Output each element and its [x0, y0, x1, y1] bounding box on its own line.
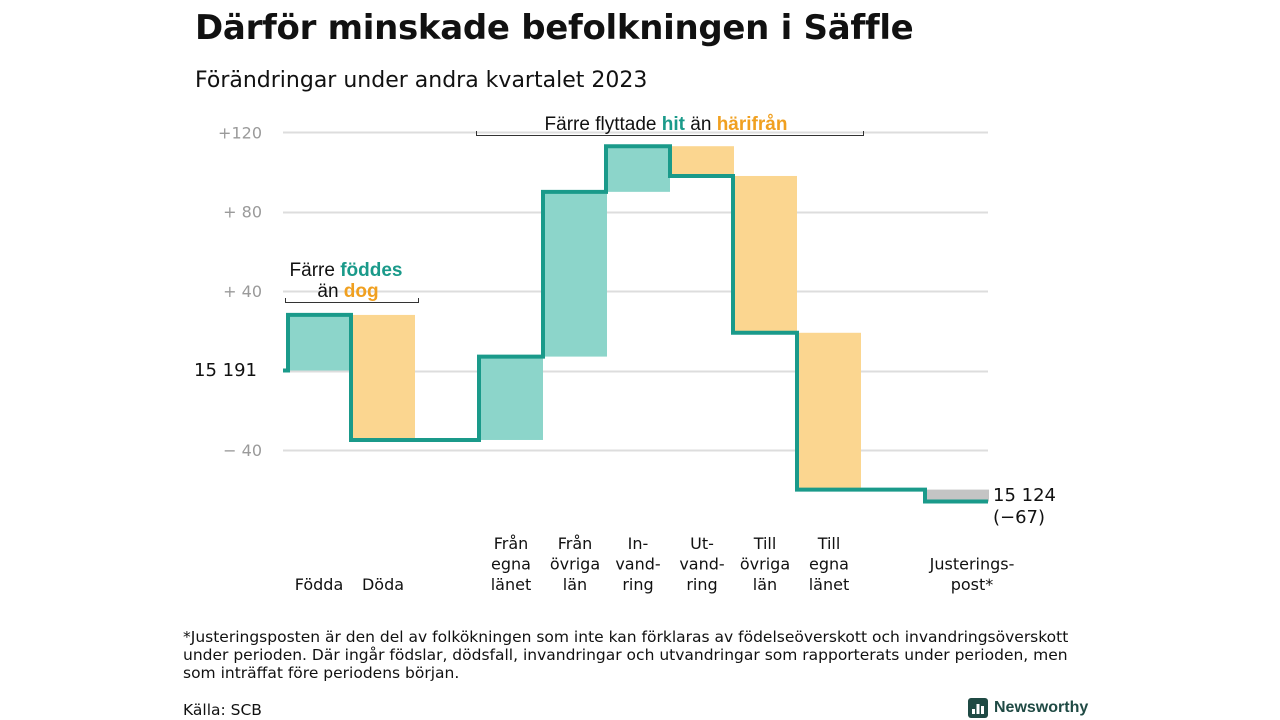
bar-till-egna-lanet — [797, 332, 861, 490]
annotation-deaths-text: än — [317, 281, 343, 302]
newsworthy-logo: Newsworthy — [968, 696, 1088, 720]
newsworthy-logo-icon — [968, 698, 988, 718]
annotation-migration-hit: hit — [662, 114, 686, 135]
annotation-births-text: Färre — [290, 260, 341, 281]
category-label-line: Justerings- — [929, 555, 1015, 574]
category-label-line: Till — [753, 534, 777, 553]
category-label-line: Ut- — [690, 534, 714, 553]
annotation-migration-mid: än — [685, 114, 717, 135]
bars — [288, 146, 989, 502]
annotation-births-deaths: Färre föddes än dog — [285, 260, 419, 303]
chart-title: Därför minskade befolkningen i Säffle — [195, 8, 914, 48]
y-tick-label: + 40 — [223, 282, 262, 301]
y-tick-label: +120 — [218, 123, 262, 142]
bar-till-ovriga-lan — [733, 175, 797, 333]
category-label-line: ring — [622, 575, 653, 594]
bar-invandring — [606, 146, 670, 192]
category-label-line: Döda — [362, 575, 404, 594]
bar-fran-egna-lanet — [479, 356, 543, 440]
category-label-line: Födda — [295, 575, 344, 594]
category-label-invandring: In-vand-ring — [615, 534, 660, 594]
annotation-deaths-highlight: dog — [344, 281, 379, 302]
annotation-births-highlight: föddes — [340, 260, 402, 281]
category-label-till-egna-lanet: Till egna länet — [809, 534, 850, 594]
category-label-line: vand- — [615, 555, 660, 574]
category-label-till-ovriga-lan: Till övriga län — [740, 534, 790, 594]
cumulative-step-line — [283, 144, 988, 504]
footnote: *Justeringsposten är den del av folkökni… — [183, 628, 1069, 682]
annotation-migration-line1: Färre flyttade hit än härifrån — [545, 114, 788, 135]
annotation-births-line2: än dog — [317, 281, 378, 302]
annotation-migration: Färre flyttade hit än härifrån — [476, 114, 864, 136]
y-tick-label: − 40 — [223, 441, 262, 460]
category-label-line: länet — [491, 575, 532, 594]
category-label-line: län — [753, 575, 777, 594]
annotation-births-line1: Färre föddes — [290, 260, 403, 281]
bar-doda — [351, 314, 415, 440]
category-label-line: län — [563, 575, 587, 594]
category-label-line: In- — [628, 534, 649, 553]
category-label-line: övriga — [740, 555, 790, 574]
category-label-fran-egna-lanet: Från egna länet — [491, 534, 532, 594]
y-tick-label: + 80 — [223, 203, 262, 222]
category-label-line: vand- — [679, 555, 724, 574]
category-label-line: Från — [494, 534, 529, 553]
bar-fran-ovriga-lan — [543, 191, 607, 357]
bar-fodda — [288, 314, 352, 371]
category-label-line: post* — [951, 575, 994, 594]
category-label-line: Från — [558, 534, 593, 553]
category-label-fodda: Födda — [295, 575, 344, 594]
category-label-line: ring — [686, 575, 717, 594]
annotation-migration-harifran: härifrån — [717, 114, 788, 135]
end-value-label: 15 124 — [993, 485, 1056, 506]
category-label-line: egna — [809, 555, 849, 574]
category-label-utvandring: Ut-vand-ring — [679, 534, 724, 594]
category-label-line: länet — [809, 575, 850, 594]
bar-utvandring — [670, 146, 734, 176]
annotation-migration-text: Färre flyttade — [545, 114, 662, 135]
chart-subtitle: Förändringar under andra kvartalet 2023 — [195, 68, 648, 93]
category-label-fran-ovriga-lan: Från övriga län — [550, 534, 600, 594]
category-label-line: Till — [817, 534, 841, 553]
bar-justeringspost — [925, 489, 989, 502]
category-label-justeringspost: Justerings-post* — [929, 555, 1015, 595]
y-axis-ticks: +120 + 80 + 40 − 40 — [218, 123, 262, 460]
category-label-doda: Döda — [362, 575, 404, 594]
end-change-label: (−67) — [993, 507, 1045, 528]
category-label-line: egna — [491, 555, 531, 574]
source-credit: Källa: SCB — [183, 701, 262, 719]
newsworthy-logo-text: Newsworthy — [994, 699, 1089, 716]
start-value-label: 15 191 — [194, 360, 257, 381]
category-label-line: övriga — [550, 555, 600, 574]
